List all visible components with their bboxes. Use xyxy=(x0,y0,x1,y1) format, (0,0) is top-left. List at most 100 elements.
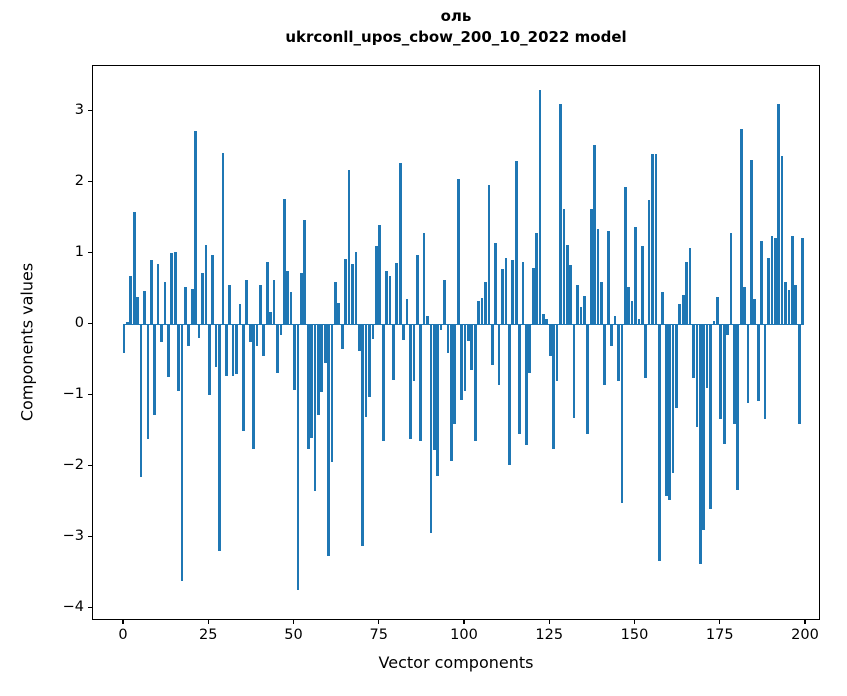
y-tick xyxy=(88,251,92,254)
bar xyxy=(320,324,324,392)
bar xyxy=(419,324,423,441)
x-tick-label: 150 xyxy=(620,627,649,643)
bar xyxy=(531,267,535,325)
bar xyxy=(576,285,579,325)
bar xyxy=(756,324,760,401)
bar xyxy=(654,154,658,325)
bar xyxy=(429,324,433,533)
bar xyxy=(378,224,382,325)
y-tick xyxy=(88,606,92,608)
bar xyxy=(392,324,395,380)
bar xyxy=(211,255,215,325)
bar xyxy=(750,160,753,325)
x-tick-label: 175 xyxy=(705,627,734,643)
bar xyxy=(409,324,412,440)
bar xyxy=(385,271,388,325)
bar xyxy=(484,281,487,325)
bar xyxy=(490,324,494,365)
y-tick-label: 1 xyxy=(74,244,84,261)
bar xyxy=(340,324,344,350)
bar xyxy=(582,295,586,325)
bar xyxy=(357,324,361,351)
x-tick xyxy=(804,620,806,624)
bar xyxy=(323,324,327,364)
bar xyxy=(538,90,542,325)
x-axis-label: Vector components xyxy=(378,653,534,672)
bar xyxy=(422,233,426,325)
bar xyxy=(600,281,603,325)
y-tick xyxy=(88,180,92,183)
bar xyxy=(443,280,446,325)
bar xyxy=(170,253,174,325)
bar xyxy=(671,324,675,473)
bar xyxy=(695,324,699,427)
x-tick xyxy=(719,620,721,624)
bar xyxy=(565,244,569,325)
bar xyxy=(446,324,450,353)
bar xyxy=(364,324,368,418)
bar xyxy=(245,280,249,325)
bar xyxy=(664,324,668,497)
bar xyxy=(347,170,351,325)
bar xyxy=(572,324,576,418)
bar xyxy=(545,318,549,325)
bar xyxy=(705,324,709,389)
bar xyxy=(361,324,365,546)
bar xyxy=(494,242,498,325)
bar xyxy=(436,324,440,477)
bar xyxy=(265,261,269,325)
bar xyxy=(402,324,405,340)
bar xyxy=(235,324,238,374)
y-tick-label: 0 xyxy=(74,315,84,332)
bar xyxy=(156,264,160,325)
bar xyxy=(470,324,474,371)
bar xyxy=(190,288,194,325)
bar xyxy=(252,324,255,449)
bar xyxy=(371,324,375,339)
bar xyxy=(303,220,307,325)
bar xyxy=(739,129,743,325)
bar xyxy=(453,324,457,425)
bar xyxy=(617,324,620,382)
bar xyxy=(248,324,252,343)
bar xyxy=(279,324,283,335)
x-tick xyxy=(633,620,636,624)
bar xyxy=(801,238,804,325)
bar xyxy=(777,104,781,325)
bar xyxy=(306,324,310,449)
bar xyxy=(514,161,518,325)
bar xyxy=(426,315,429,325)
bar xyxy=(286,271,290,325)
x-tick xyxy=(122,620,124,624)
bar xyxy=(381,324,385,442)
x-tick xyxy=(463,620,465,624)
bar xyxy=(262,324,266,357)
bar xyxy=(511,260,515,325)
bar xyxy=(139,324,143,477)
bar xyxy=(620,324,624,504)
bar xyxy=(637,318,641,325)
bar xyxy=(272,280,276,325)
bar xyxy=(726,324,729,335)
bar xyxy=(153,324,157,416)
bar xyxy=(136,297,140,325)
bar xyxy=(698,324,702,564)
bar xyxy=(681,294,685,325)
bar xyxy=(647,200,651,325)
chart-title-word: оль xyxy=(440,7,472,25)
bar xyxy=(623,186,627,325)
bar xyxy=(173,251,177,325)
bar xyxy=(310,324,313,438)
bar xyxy=(218,324,221,552)
x-tick-label: 125 xyxy=(535,627,564,643)
bar xyxy=(327,324,330,557)
bar xyxy=(586,324,590,435)
bar xyxy=(487,184,491,325)
bar xyxy=(337,303,341,325)
bar xyxy=(166,324,170,377)
bar xyxy=(773,237,777,325)
bar xyxy=(129,276,133,325)
bar xyxy=(746,324,750,404)
bar xyxy=(405,299,409,325)
bar xyxy=(163,281,167,325)
